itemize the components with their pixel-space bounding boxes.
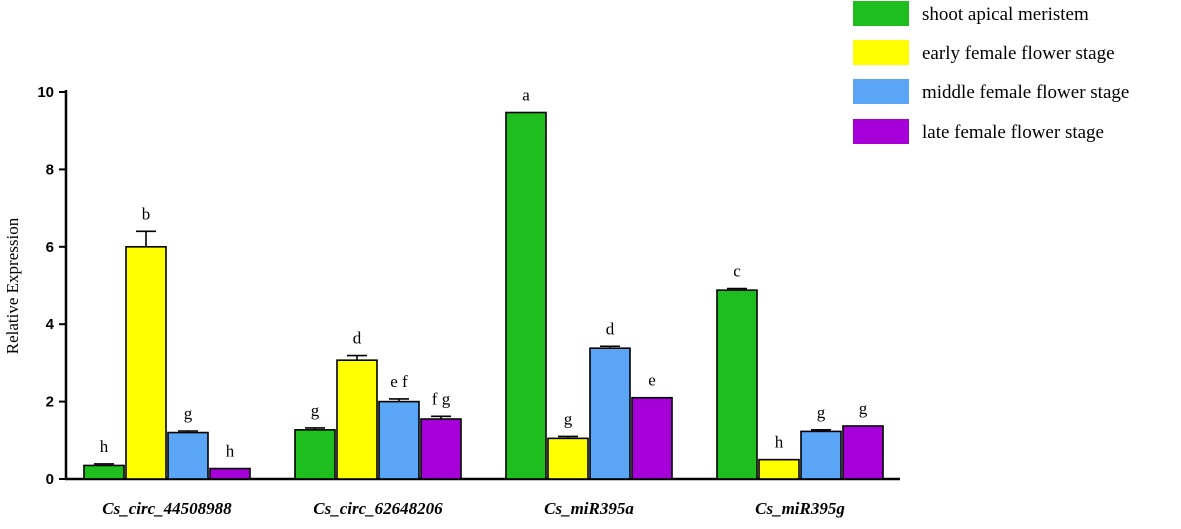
significance-letter: g [311,401,320,420]
bar [631,396,673,480]
x-tick-label: Cs_circ_44508988 [102,499,232,518]
significance-letter: h [100,437,109,456]
x-tick-label: Cs_miR395g [755,499,845,518]
legend-swatch [853,119,909,144]
legend-label: early female flower stage [922,43,1115,64]
legend-label: shoot apical meristem [922,4,1089,25]
legend-swatch [853,1,909,26]
bar [294,429,336,480]
legend-item: early female flower stage [853,40,1115,65]
significance-letter: b [142,204,151,223]
legend-label: late female flower stage [922,122,1104,143]
legend-label: middle female flower stage [922,82,1129,103]
significance-letter: c [733,262,741,281]
legend: shoot apical meristem early female flower… [853,1,1129,144]
y-tick-label: 4 [46,316,55,333]
bar [420,418,462,480]
significance-letter: g [817,403,826,422]
bar [167,431,209,480]
y-tick-label: 2 [46,394,54,411]
significance-letter: d [353,329,362,348]
legend-item: late female flower stage [853,119,1104,144]
significance-letter: h [775,433,784,452]
legend-swatch [853,79,909,104]
bar [716,289,758,480]
legend-item: middle female flower stage [853,79,1129,104]
significance-letter: a [522,86,530,105]
bar [589,347,631,480]
significance-letter: f g [432,389,451,408]
bar [336,359,378,480]
bar [547,437,589,480]
significance-letter: e [648,371,656,390]
y-axis-label: Relative Expression [3,217,22,354]
bar [83,464,125,480]
significance-letter: d [606,319,615,338]
x-tick-label: Cs_miR395a [544,499,634,518]
x-tick-label: Cs_circ_62648206 [313,499,443,518]
bar [125,246,167,480]
bar [378,400,420,480]
bar [758,458,800,480]
significance-letter: g [564,409,573,428]
bar [505,111,547,480]
legend-item: shoot apical meristem [853,1,1089,26]
bar [209,467,251,480]
significance-letter: g [859,399,868,418]
legend-swatch [853,40,909,65]
significance-letter: g [184,404,193,423]
y-tick-label: 0 [46,471,54,488]
significance-letter: h [226,442,235,461]
plot-area: 0 2 4 6 8 10 h b g h Cs_circ_44508988 g d e f f g Cs_ci… [37,84,900,518]
y-tick-label: 6 [46,239,54,256]
y-tick-label: 10 [37,84,54,101]
bar [800,430,842,480]
significance-letter: e f [390,372,408,391]
bar [842,425,884,480]
y-tick-label: 8 [46,161,54,178]
